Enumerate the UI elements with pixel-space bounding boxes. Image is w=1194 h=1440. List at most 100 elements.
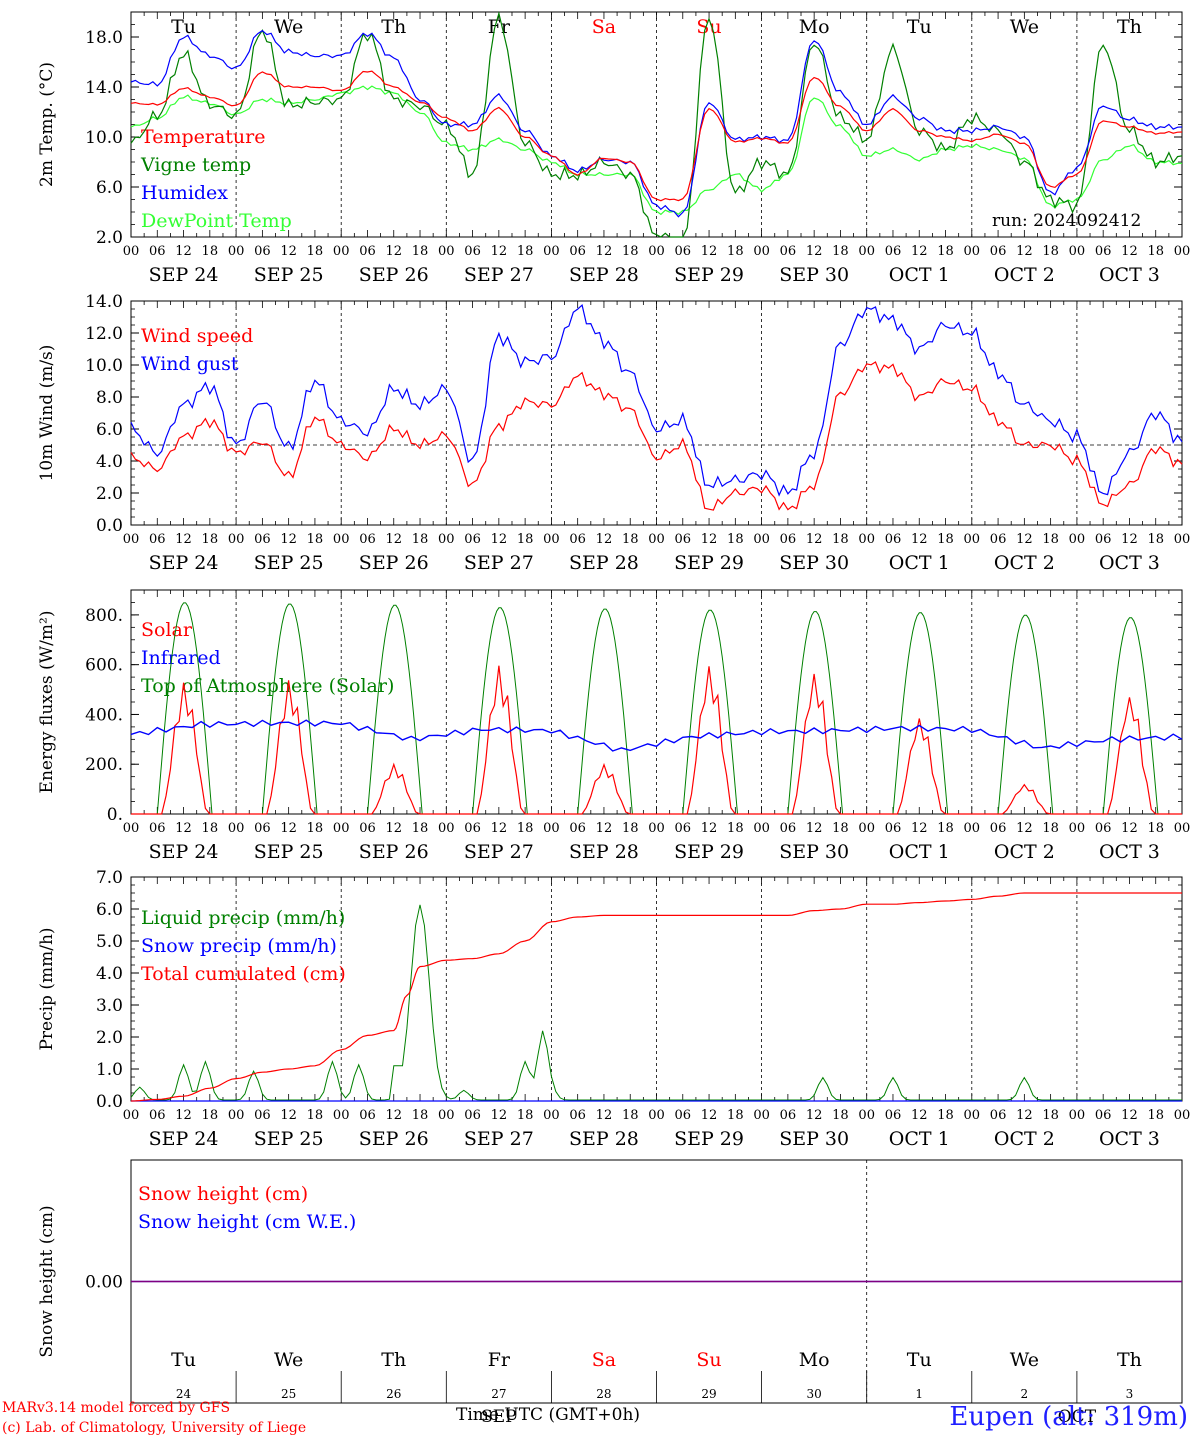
- hour-tick-label: 12: [806, 244, 823, 259]
- date-label: SEP 25: [254, 1128, 324, 1150]
- date-label: SEP 28: [569, 264, 639, 286]
- date-label: SEP 30: [779, 552, 849, 574]
- hour-tick-label: 00: [438, 821, 455, 836]
- y-tick-label: 10.0: [85, 128, 123, 148]
- hour-tick-label: 18: [727, 1108, 744, 1123]
- y-tick-label: 2.0: [96, 1028, 123, 1048]
- hour-tick-label: 18: [517, 1108, 534, 1123]
- hour-tick-label: 06: [780, 1108, 797, 1123]
- y-tick-label: 6.0: [96, 420, 123, 440]
- hour-tick-label: 06: [464, 1108, 481, 1123]
- hour-tick-label: 18: [727, 821, 744, 836]
- day-name-label: Fr: [488, 16, 511, 38]
- day-name-label: Su: [696, 1349, 721, 1371]
- y-tick-label: 400.: [85, 705, 123, 725]
- day-name-label: We: [1010, 16, 1039, 38]
- y-axis-label: 10m Wind (m/s): [37, 345, 57, 482]
- hour-tick-label: 06: [254, 532, 271, 547]
- hour-tick-label: 00: [964, 821, 981, 836]
- hour-tick-label: 06: [149, 244, 166, 259]
- hour-tick-label: 12: [701, 532, 718, 547]
- hour-tick-label: 12: [280, 244, 297, 259]
- hour-tick-label: 00: [123, 821, 140, 836]
- hour-tick-label: 06: [1095, 1108, 1112, 1123]
- day-number-label: 26: [386, 1387, 401, 1401]
- date-label: SEP 24: [149, 264, 219, 286]
- hour-tick-label: 18: [307, 244, 324, 259]
- hour-tick-label: 06: [1095, 532, 1112, 547]
- hour-tick-label: 06: [1095, 244, 1112, 259]
- humidex-line: [130, 29, 1183, 218]
- hour-tick-label: 18: [517, 244, 534, 259]
- station-label: Eupen (alt: 319m): [949, 1402, 1188, 1432]
- day-name-label: Th: [381, 1349, 406, 1371]
- hour-tick-label: 00: [753, 1108, 770, 1123]
- x-axis-title: Time UTC (GMT+0h): [456, 1405, 641, 1425]
- hour-tick-label: 12: [701, 821, 718, 836]
- hour-tick-label: 18: [202, 821, 219, 836]
- wind-gust-line: [130, 303, 1183, 497]
- hour-tick-label: 12: [1016, 244, 1033, 259]
- hour-tick-label: 18: [202, 1108, 219, 1123]
- hour-tick-label: 00: [1069, 244, 1086, 259]
- legend-item: Snow height (cm W.E.): [138, 1211, 356, 1233]
- hour-tick-label: 12: [175, 1108, 192, 1123]
- y-tick-label: 2.0: [96, 228, 123, 248]
- hour-tick-label: 12: [280, 821, 297, 836]
- date-label: OCT 2: [994, 1128, 1055, 1150]
- hour-tick-label: 00: [964, 532, 981, 547]
- day-name-label: We: [274, 16, 303, 38]
- hour-tick-label: 12: [596, 821, 613, 836]
- hour-tick-label: 00: [648, 821, 665, 836]
- hour-tick-label: 00: [228, 821, 245, 836]
- hour-tick-label: 12: [1121, 821, 1138, 836]
- hour-tick-label: 12: [911, 1108, 928, 1123]
- date-label: SEP 29: [674, 1128, 744, 1150]
- day-name-label: Tu: [907, 1349, 932, 1371]
- day-number-label: 29: [701, 1387, 716, 1401]
- run-label: run: 2024092412: [992, 211, 1142, 231]
- hour-tick-label: 00: [1069, 821, 1086, 836]
- hour-tick-label: 18: [307, 1108, 324, 1123]
- date-label: SEP 26: [359, 552, 429, 574]
- hour-tick-label: 12: [175, 244, 192, 259]
- hour-tick-label: 18: [832, 1108, 849, 1123]
- hour-tick-label: 00: [123, 244, 140, 259]
- legend-item: Snow precip (mm/h): [141, 935, 337, 957]
- hour-tick-label: 12: [385, 244, 402, 259]
- date-label: OCT 1: [889, 552, 950, 574]
- hour-tick-label: 06: [780, 532, 797, 547]
- hour-tick-label: 00: [1174, 532, 1191, 547]
- solar-line: [131, 665, 1182, 815]
- hour-tick-label: 00: [1174, 244, 1191, 259]
- hour-tick-label: 00: [333, 244, 350, 259]
- date-label: SEP 27: [464, 841, 534, 863]
- date-label: SEP 30: [779, 841, 849, 863]
- day-name-label: Fr: [488, 1349, 511, 1371]
- hour-tick-label: 18: [622, 532, 639, 547]
- hour-tick-label: 06: [149, 1108, 166, 1123]
- hour-tick-label: 00: [858, 532, 875, 547]
- y-tick-label: 4.0: [96, 452, 123, 472]
- hour-tick-label: 12: [911, 821, 928, 836]
- hour-tick-label: 06: [885, 821, 902, 836]
- date-label: SEP 24: [149, 841, 219, 863]
- hour-tick-label: 12: [280, 532, 297, 547]
- date-label: SEP 27: [464, 264, 534, 286]
- y-axis-label: Snow height (cm): [37, 1205, 57, 1357]
- hour-tick-label: 00: [964, 244, 981, 259]
- hour-tick-label: 00: [648, 244, 665, 259]
- hour-tick-label: 00: [438, 532, 455, 547]
- hour-tick-label: 00: [228, 244, 245, 259]
- hour-tick-label: 06: [675, 244, 692, 259]
- date-label: OCT 3: [1099, 552, 1160, 574]
- hour-tick-label: 00: [753, 244, 770, 259]
- hour-tick-label: 00: [543, 532, 560, 547]
- hour-tick-label: 12: [911, 532, 928, 547]
- hour-tick-label: 00: [228, 1108, 245, 1123]
- hour-tick-label: 00: [1069, 532, 1086, 547]
- day-number-label: 1: [915, 1387, 923, 1401]
- day-name-label: We: [1010, 1349, 1039, 1371]
- hour-tick-label: 06: [569, 821, 586, 836]
- panel-1-frame: [130, 11, 1183, 238]
